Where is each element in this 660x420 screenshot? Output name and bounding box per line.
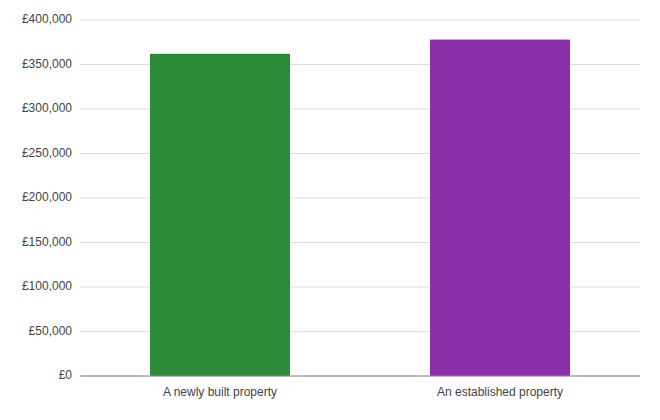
x-axis-line: [80, 376, 640, 377]
y-tick-label: £0: [59, 368, 73, 382]
y-tick-label: £100,000: [22, 279, 72, 293]
grid-line: [80, 376, 640, 377]
x-tick-label: A newly built property: [163, 385, 277, 399]
x-tick-label: An established property: [437, 385, 563, 399]
chart: £0 £50,000 £100,000 £150,000 £200,000 £250,00…: [0, 0, 660, 420]
y-tick-label: £300,000: [22, 101, 72, 115]
y-tick-label: £350,000: [22, 57, 72, 71]
grid-line: [80, 20, 640, 21]
y-tick-label: £250,000: [22, 146, 72, 160]
y-tick-label: £400,000: [22, 12, 72, 26]
y-tick-label: £150,000: [22, 235, 72, 249]
bars: [150, 40, 570, 376]
y-tick-label: £50,000: [29, 324, 73, 338]
y-axis: £0 £50,000 £100,000 £150,000 £200,000 £250,00…: [22, 12, 640, 382]
bar: [150, 54, 290, 376]
chart-container: £0 £50,000 £100,000 £150,000 £200,000 £250,00…: [0, 0, 660, 420]
y-tick-label: £200,000: [22, 190, 72, 204]
bar: [430, 40, 570, 376]
x-axis: A newly built property An established pro…: [163, 385, 563, 399]
